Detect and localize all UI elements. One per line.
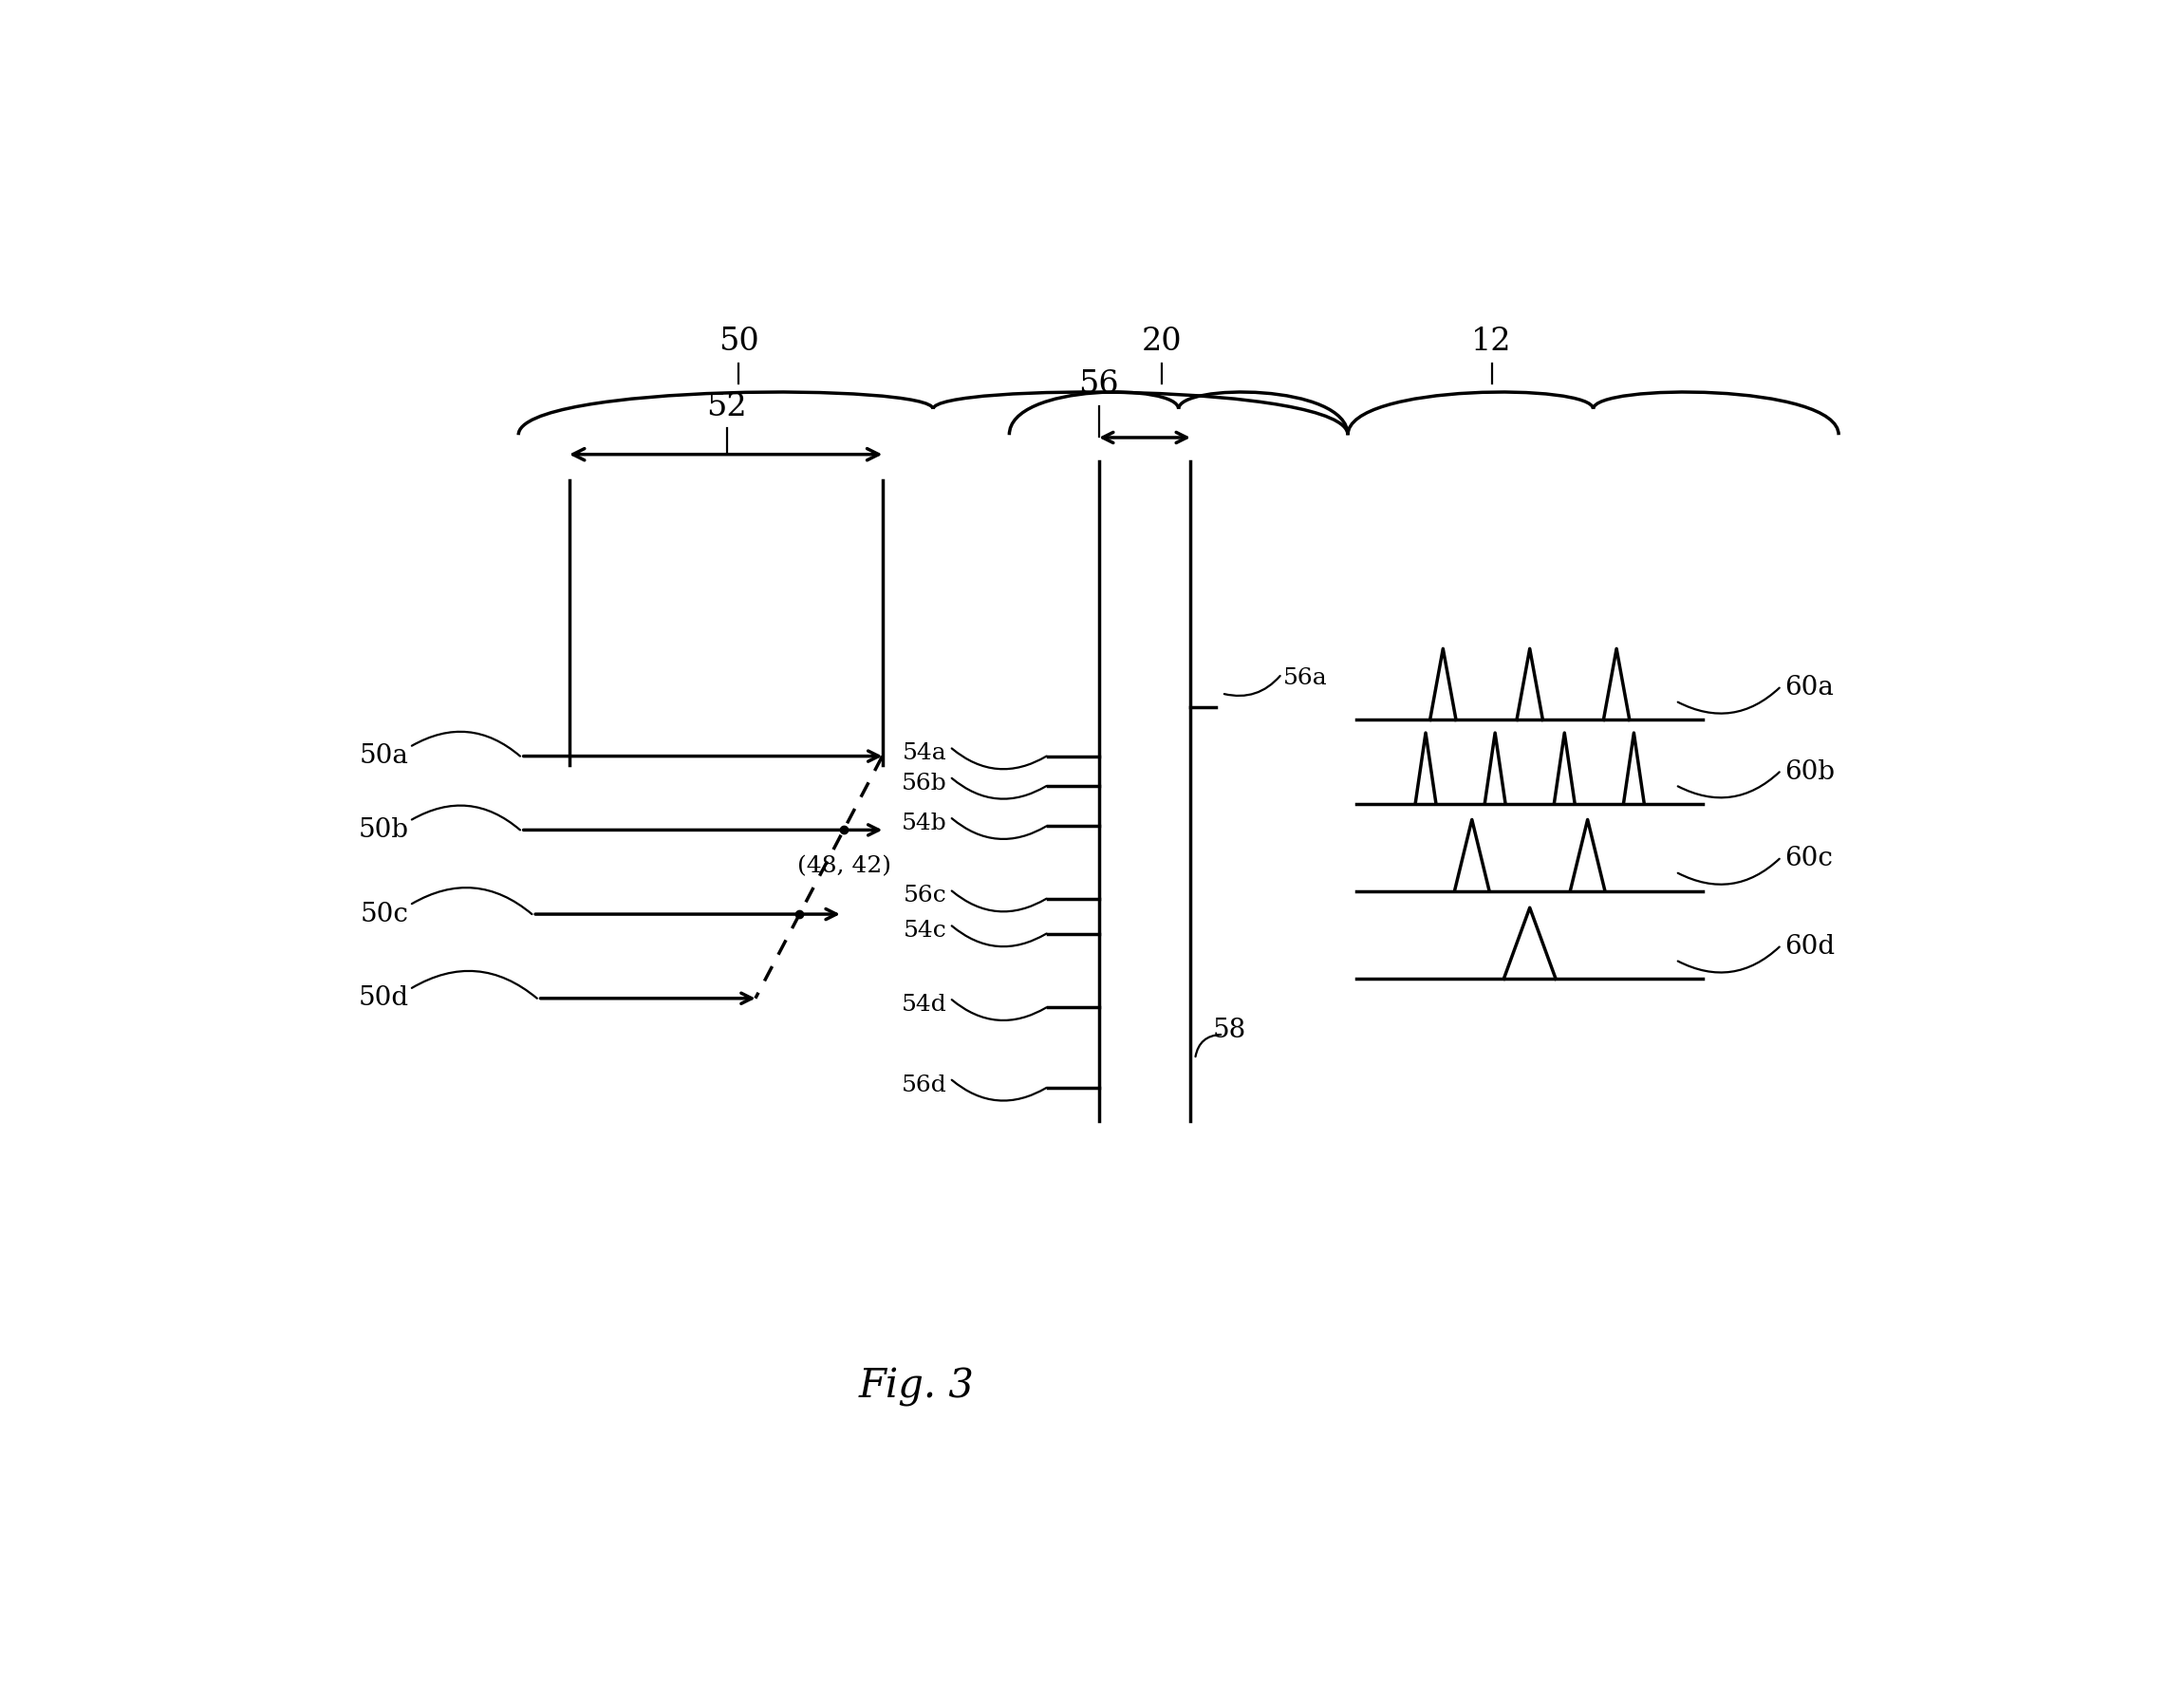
Text: 54b: 54b [902,812,946,834]
Text: 60d: 60d [1784,934,1835,960]
Text: 50d: 50d [358,986,408,1011]
Text: 50: 50 [719,326,758,357]
Text: Fig. 3: Fig. 3 [858,1367,974,1406]
Text: 60c: 60c [1784,846,1832,871]
Text: 56c: 56c [904,885,946,907]
Text: 54a: 54a [902,743,946,765]
Text: 60a: 60a [1784,674,1835,701]
Text: 54d: 54d [902,994,946,1016]
Text: 56a: 56a [1284,668,1328,690]
Text: 56d: 56d [902,1075,946,1097]
Text: 50b: 50b [358,817,408,843]
Text: 56: 56 [1079,370,1118,400]
Text: 50a: 50a [358,743,408,769]
Text: 56b: 56b [902,772,946,794]
Text: 52: 52 [705,392,747,422]
Text: 50c: 50c [360,902,408,927]
Text: 58: 58 [1212,1018,1245,1043]
Text: 20: 20 [1142,326,1182,357]
Text: 12: 12 [1472,326,1511,357]
Text: (48, 42): (48, 42) [797,856,891,876]
Text: 54c: 54c [904,920,946,942]
Text: 60b: 60b [1784,759,1835,785]
